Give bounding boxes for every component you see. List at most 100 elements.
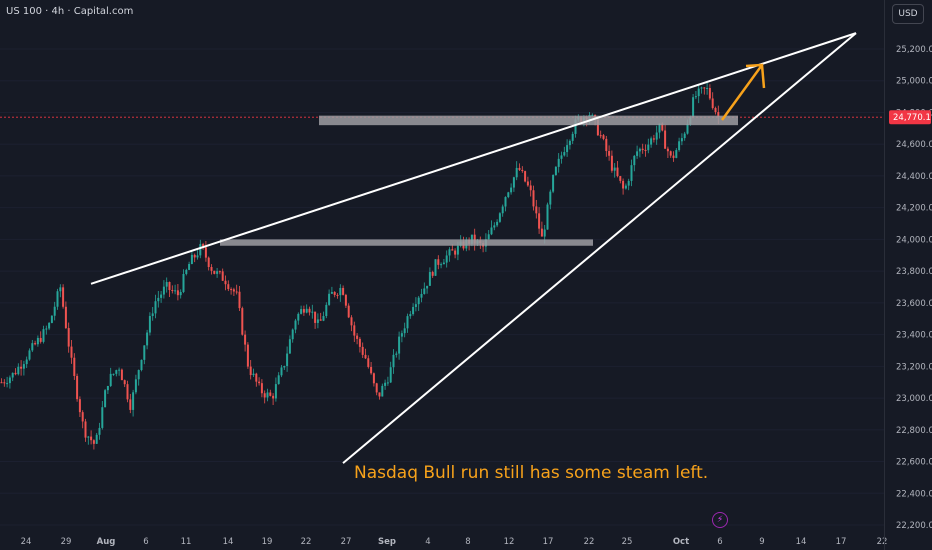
x-tick-label: 22 xyxy=(584,537,595,547)
candle-body xyxy=(711,98,714,109)
candle-body xyxy=(692,97,695,118)
candle-body xyxy=(322,316,325,321)
candle-body xyxy=(207,257,210,268)
candle-body xyxy=(353,325,356,336)
candle-body xyxy=(398,336,401,354)
candle-body xyxy=(39,337,42,342)
candle-body xyxy=(470,234,473,244)
candle-body xyxy=(90,436,93,441)
candle-body xyxy=(661,123,664,131)
candle-body xyxy=(157,297,160,302)
y-tick-label: 24,000.0 xyxy=(896,235,932,245)
candle-body xyxy=(518,167,521,170)
candle-body xyxy=(392,354,395,368)
candle-body xyxy=(291,329,294,340)
candle-body xyxy=(456,245,459,255)
resistance-zone xyxy=(319,115,738,126)
candle-body xyxy=(538,213,541,229)
candle-body xyxy=(106,385,109,391)
candle-body xyxy=(344,294,347,306)
y-tick-label: 23,400.0 xyxy=(896,331,932,341)
x-tick-label: 27 xyxy=(341,537,352,547)
candle-body xyxy=(300,309,303,314)
candle-body xyxy=(188,264,191,270)
candle-body xyxy=(708,88,711,99)
candle-body xyxy=(496,221,499,226)
candle-body xyxy=(445,255,448,263)
candle-body xyxy=(694,96,697,98)
candle-body xyxy=(557,158,560,167)
candle-body xyxy=(552,174,555,192)
candle-body xyxy=(487,234,490,240)
candle-body xyxy=(25,359,28,365)
candle-body xyxy=(204,247,207,258)
candle-body xyxy=(11,372,14,378)
candle-body xyxy=(669,151,672,156)
candle-body xyxy=(529,185,532,191)
candle-body xyxy=(501,206,504,214)
candle-body xyxy=(504,197,507,207)
candle-body xyxy=(680,138,683,142)
candle-body xyxy=(549,191,552,205)
candle-body xyxy=(630,165,633,181)
candle-body xyxy=(235,291,238,293)
candle-body xyxy=(36,337,39,345)
candle-body xyxy=(168,282,171,291)
x-tick-label: 19 xyxy=(262,537,273,547)
candle-body xyxy=(532,190,535,207)
candle-body xyxy=(302,309,305,313)
candle-body xyxy=(655,132,658,140)
grid xyxy=(0,48,884,526)
candle-body xyxy=(84,421,87,438)
candle-body xyxy=(683,133,686,139)
candle-body xyxy=(260,383,263,394)
candle-body xyxy=(174,290,177,292)
candle-body xyxy=(627,180,630,186)
candle-body xyxy=(22,364,25,369)
candle-body xyxy=(412,306,415,315)
candle-body xyxy=(521,169,524,172)
candle-body xyxy=(678,141,681,151)
candle-body xyxy=(644,149,647,151)
candle-body xyxy=(574,119,577,134)
candle-body xyxy=(154,301,157,314)
candle-body xyxy=(563,152,566,156)
candle-body xyxy=(218,271,221,273)
candle-body xyxy=(554,166,557,175)
candle-body xyxy=(515,167,518,178)
symbol-title: US 100 · 4h · Capital.com xyxy=(6,6,134,17)
candle-body xyxy=(50,315,53,323)
candle-body xyxy=(28,350,31,360)
candle-body xyxy=(546,204,549,230)
candle-body xyxy=(216,271,219,274)
candle-body xyxy=(451,249,454,251)
candle-body xyxy=(171,290,174,292)
candle-body xyxy=(179,291,182,296)
candle-body xyxy=(395,353,398,355)
candle-body xyxy=(568,140,571,146)
candle-body xyxy=(633,155,636,166)
candle-body xyxy=(664,130,667,149)
candle-body xyxy=(473,234,476,244)
candle-body xyxy=(146,332,149,346)
candle-body xyxy=(319,319,322,321)
candle-body xyxy=(619,176,622,181)
candle-body xyxy=(434,259,437,276)
lightning-icon[interactable]: ⚡ xyxy=(712,512,728,528)
candle-body xyxy=(280,367,283,376)
candle-body xyxy=(512,177,515,188)
candle-body xyxy=(400,333,403,337)
candle-body xyxy=(92,440,95,444)
annotation-text: Nasdaq Bull run still has some steam lef… xyxy=(354,463,708,483)
x-tick-label: 17 xyxy=(836,537,847,547)
candle-body xyxy=(305,308,308,313)
candle-body xyxy=(717,112,720,118)
y-tick-label: 22,600.0 xyxy=(896,458,932,468)
currency-button[interactable]: USD xyxy=(892,4,924,24)
x-tick-label: Aug xyxy=(97,537,116,547)
candle-body xyxy=(641,148,644,150)
candle-body xyxy=(199,244,202,256)
candle-body xyxy=(115,370,118,374)
candle-body xyxy=(437,259,440,265)
